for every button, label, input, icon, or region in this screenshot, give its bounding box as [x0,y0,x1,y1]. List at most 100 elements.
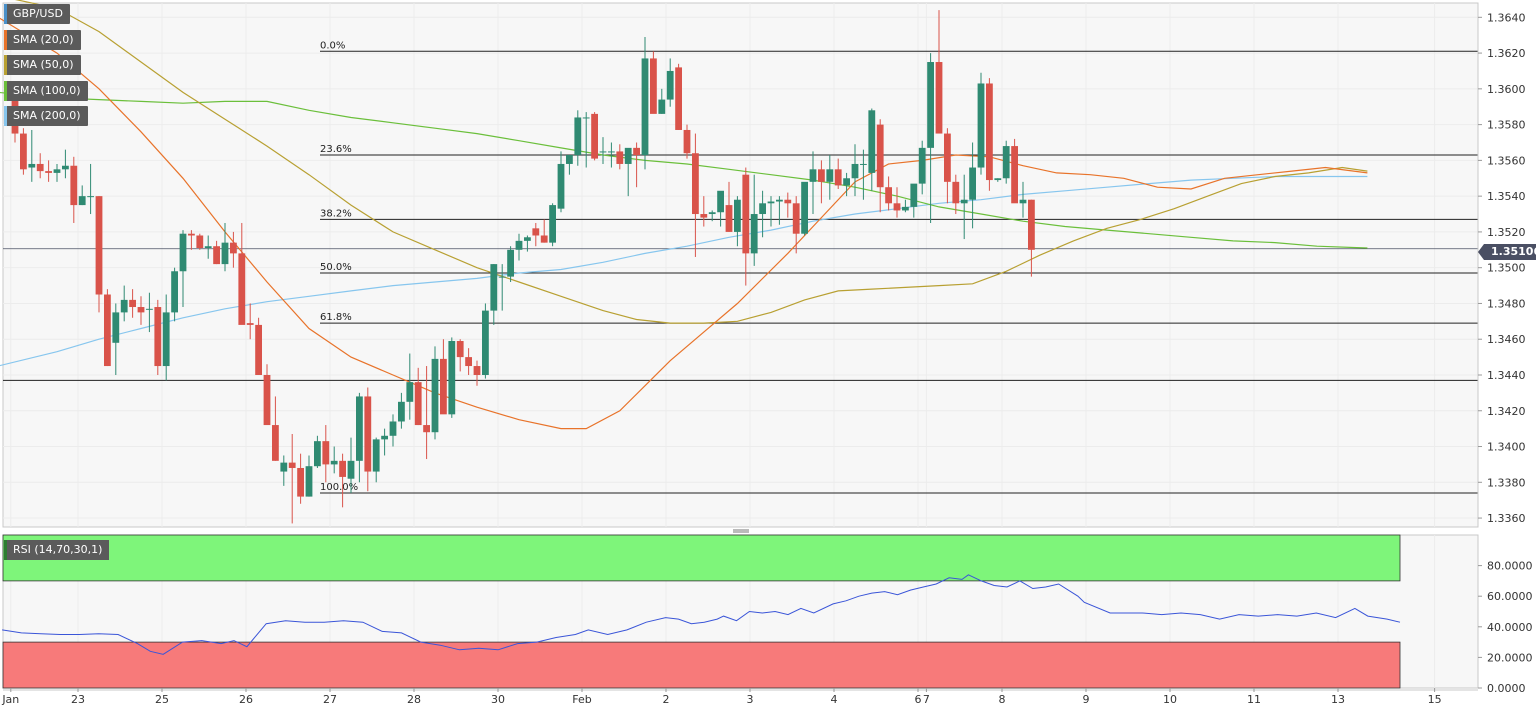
candle-body [532,228,540,236]
candle-up [566,155,573,175]
candle-down [196,233,204,250]
legend-item[interactable]: GBP/USD [4,4,70,24]
candle-body [633,147,640,156]
candle-up [498,264,506,311]
candle-down [137,296,145,325]
candle-body [137,307,145,313]
fib-level-label: 100.0% [320,482,358,493]
candle-up [524,235,531,252]
candle-body [927,62,934,148]
candle-down [876,119,884,213]
rsi-label: RSI (14,70,30,1) [4,540,110,560]
time-tick-label: 11 [1247,693,1261,706]
candle-down [70,156,78,223]
candle-up [767,196,775,227]
time-tick-label: 27 [323,693,337,706]
candle-up [515,233,523,261]
legend-item[interactable]: SMA (200,0) [4,106,88,126]
candle-body [792,203,800,234]
candle-body [120,299,128,313]
legend-label: SMA (100,0) [13,83,81,97]
candle-down [288,434,296,524]
panel-resize-handle [733,529,749,533]
candle-down [885,176,892,211]
candle-down [616,144,624,170]
legend-item[interactable]: SMA (50,0) [4,55,81,75]
candle-body [826,169,834,182]
time-tick-label: 6 [915,693,922,706]
candle-body [969,167,976,200]
candle-down [633,142,640,188]
candle-body [524,237,531,241]
candle-body [448,341,456,415]
candle-body [288,462,296,468]
candle-body [717,190,724,213]
candle-up [860,149,867,200]
candle-body [876,124,884,188]
candle-down [423,366,430,460]
time-tick-label: Jan [1,693,19,706]
candle-up [280,455,288,486]
candles [11,10,1035,524]
candle-up [927,53,934,223]
candle-up [204,235,212,259]
candle-body [750,214,758,254]
candle-up [507,246,514,282]
candle-down [322,425,330,483]
candle-down [36,153,44,179]
candle-up [221,222,229,272]
candle-body [272,425,279,461]
candle-up [356,392,363,483]
candle-body [364,396,372,472]
time-tick-label: 25 [155,693,169,706]
candle-down [263,364,271,426]
candle-body [767,201,775,204]
candle-down [255,317,262,375]
price-tick-label: 1.3620 [1487,47,1526,60]
candle-body [902,206,909,211]
candle-down [650,51,657,114]
price-panel-bg [2,2,1479,528]
candle-body [1019,199,1027,204]
legend-item[interactable]: SMA (100,0) [4,80,88,101]
candle-down [532,222,540,247]
candle-body [255,324,262,375]
candle-body [356,396,363,461]
legend-item[interactable]: SMA (20,0) [4,29,81,50]
candle-down [692,133,699,257]
candle-body [641,58,649,156]
price-tick-label: 1.3460 [1487,333,1526,346]
candle-body [893,203,901,211]
price-tick-label: 1.3380 [1487,476,1526,489]
candle-body [490,264,498,311]
candle-body [372,439,380,472]
candle-body [608,151,615,153]
price-tick-label: 1.3420 [1487,405,1526,418]
last-price-badge: 1.35106 [1477,244,1536,260]
candle-up [112,303,120,375]
candle-body [708,212,716,215]
candle-up [574,110,582,166]
candle-up [406,353,414,420]
candle-down [683,124,691,159]
candle-down [540,219,548,243]
rsi-tick-label: 80.0000 [1487,560,1533,573]
candle-down [440,339,447,415]
price-tick-label: 1.3440 [1487,369,1526,382]
time-tick-label: 13 [1331,693,1345,706]
candle-body [986,83,993,181]
candle-body [87,196,94,198]
fib-level-label: 61.8% [320,312,352,323]
candle-body [834,169,842,186]
candle-body [28,163,36,168]
legend: GBP/USD SMA (20,0) SMA (50,0) SMA (100,0) SM… [4,4,88,132]
candle-body [666,70,674,100]
candle-down [414,367,422,426]
price-tick-label: 1.3520 [1487,226,1526,239]
candle-body [456,341,464,358]
candle-down [986,78,993,191]
candle-down [834,158,842,189]
candle-body [339,460,346,477]
candle-down [213,240,220,265]
sma100-line [0,91,1368,249]
